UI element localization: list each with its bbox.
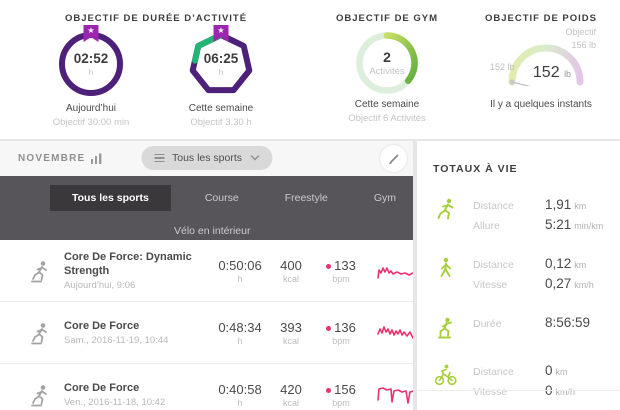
activity-calories: 400 (280, 257, 302, 273)
total-entry-run: Distance 1,91 km Allure 5:21 min/km (433, 197, 620, 232)
activity-duration: 0:50:06 (218, 257, 262, 273)
gym-goal-widget: OBJECTIF DE GYM 2 Activités Cette semain… (312, 0, 462, 139)
weekly-duration-value: 06:25 (203, 51, 239, 66)
weight-value: 152 (532, 64, 560, 81)
runner-icon (31, 384, 47, 406)
lifetime-totals-title: TOTAUX À VIE (433, 163, 518, 175)
tab-gym[interactable]: Gym (373, 192, 397, 204)
goal-star-badge-icon: ★ (213, 25, 229, 42)
activity-panel-header: NOVEMBRE Tous les sports (0, 141, 413, 176)
bike-icon (434, 364, 457, 386)
weight-goal-target: Objectif 156 lb (565, 26, 596, 52)
activity-title: Core De Force: Dynamic Strength (64, 250, 192, 277)
activity-date: Ven., 2016-11-18, 10:42 (64, 397, 166, 409)
edit-button[interactable] (380, 145, 407, 172)
weekly-duration-ring[interactable]: ★ 06:25 h Cette semaine Objectif 3.30 h (165, 25, 277, 128)
total-entry-walk: Distance 0,12 km Vitesse 0,27 km/h (433, 256, 620, 291)
tab-freestyle[interactable]: Freestyle (284, 192, 328, 204)
total-entry-gym: Durée 8:56:59 (433, 315, 620, 339)
gauge-needle (511, 81, 531, 86)
heart-rate-sparkline (377, 386, 413, 404)
runner-icon (31, 260, 47, 282)
activity-heart-rate: 133 (334, 257, 356, 273)
chevron-down-icon (250, 155, 259, 161)
weight-goal-target-label: Objectif (565, 27, 596, 37)
weekly-period-label: Cette semaine (188, 103, 254, 114)
activity-heart-rate: 136 (334, 319, 356, 335)
weekly-duration-unit: h (218, 67, 224, 77)
gym-goal-label: Objectif 6 Activités (348, 113, 426, 124)
weekly-goal-label: Objectif 3.30 h (190, 117, 252, 128)
daily-duration-unit: h (88, 67, 94, 77)
pencil-icon (388, 154, 398, 164)
heart-rate-dot-icon (326, 325, 332, 331)
menu-icon (153, 153, 164, 163)
heart-rate-sparkline (377, 325, 413, 339)
activity-date: Aujourd’hui, 9:06 (64, 280, 136, 292)
weight-unit: lb (564, 69, 572, 79)
tab-tous-les-sports[interactable]: Tous les sports (50, 185, 171, 211)
heart-rate-dot-icon (326, 387, 332, 393)
activity-row[interactable]: Core De Force Sam., 2016-11-19, 10:44 0:… (0, 302, 413, 364)
gym-icon (438, 317, 452, 339)
walk-distance-value: 0,12 (545, 256, 572, 271)
daily-period-label: Aujourd’hui (65, 103, 117, 114)
daily-goal-label: Objectif 30:00 min (52, 117, 130, 128)
activity-duration: 0:48:34 (218, 319, 262, 335)
sport-filter-dropdown[interactable]: Tous les sports (140, 146, 273, 170)
activity-panel: NOVEMBRE Tous les sports Tous les sports… (0, 141, 413, 410)
gym-ring-chart (356, 32, 418, 94)
gym-duration-value: 8:56:59 (545, 315, 591, 330)
activity-title: Core De Force (64, 381, 140, 394)
weight-goal-title: OBJECTIF DE POIDS (484, 13, 597, 24)
activity-calories: 420 (280, 381, 302, 397)
tab-velo-en-interieur[interactable]: Vélo en intérieur (174, 225, 251, 237)
activity-heart-rate: 156 (334, 381, 356, 397)
heart-rate-dot-icon (326, 263, 332, 269)
goal-star-badge-icon: ★ (83, 25, 99, 42)
weight-goal-target-value: 156 lb (571, 40, 596, 50)
gym-goal-title: OBJECTIF DE GYM (335, 13, 439, 24)
activity-duration: 0:40:58 (218, 381, 262, 397)
goals-section: OBJECTIF DE DURÉE D’ACTIVITÉ ★ 02:52 h A… (0, 0, 620, 139)
activity-row[interactable]: Core De Force Ven., 2016-11-18, 10:42 0:… (0, 364, 413, 410)
divider (417, 390, 620, 391)
activity-calories: 393 (280, 319, 302, 335)
run-distance-value: 1,91 (545, 197, 572, 212)
gym-activity-unit: Activités (369, 66, 405, 77)
weight-current-value: 152 lb (492, 64, 612, 82)
runner-icon (31, 322, 47, 344)
gym-progress-ring[interactable]: 2 Activités (354, 30, 420, 96)
activity-duration-goal-widget: OBJECTIF DE DURÉE D’ACTIVITÉ ★ 02:52 h A… (0, 0, 312, 139)
total-entry-bike: Distance 0 km Vitesse 0 km/h (433, 363, 620, 398)
walk-speed-value: 0,27 (545, 276, 572, 291)
activity-date: Sam., 2016-11-19, 10:44 (64, 335, 169, 347)
tab-course[interactable]: Course (204, 192, 239, 204)
gym-period-label: Cette semaine (354, 99, 420, 110)
activity-duration-goal-title: OBJECTIF DE DURÉE D’ACTIVITÉ (64, 13, 248, 24)
weight-updated-label: Il y a quelques instants (490, 99, 592, 110)
bike-distance-value: 0 (545, 363, 553, 378)
daily-duration-ring[interactable]: ★ 02:52 h Aujourd’hui Objectif 30:00 min (35, 25, 147, 128)
activity-title: Core De Force (64, 319, 140, 332)
lifetime-totals-panel: TOTAUX À VIE Distance 1,91 km Allure 5:2… (417, 141, 620, 410)
weight-gauge-chart[interactable] (498, 28, 594, 86)
month-label: NOVEMBRE (18, 153, 86, 164)
sport-filter-label: Tous les sports (171, 152, 243, 164)
walk-icon (440, 257, 451, 277)
weight-marker-label: 152 lb (490, 62, 515, 72)
bar-chart-icon (91, 153, 102, 164)
weekly-ring-chart (189, 32, 253, 94)
run-pace-value: 5:21 (545, 217, 572, 232)
weight-goal-widget: OBJECTIF DE POIDS Objectif 156 lb 152 lb… (462, 0, 620, 139)
month-selector[interactable]: NOVEMBRE (18, 153, 103, 164)
daily-duration-value: 02:52 (73, 51, 109, 66)
activity-row[interactable]: Core De Force: Dynamic Strength Aujourd’… (0, 240, 413, 302)
sport-tab-bar: Tous les sports Course Freestyle Gym Vél… (0, 176, 413, 240)
run-icon (437, 198, 454, 220)
gym-activity-count: 2 (383, 49, 391, 65)
gauge-marker-dot (509, 79, 515, 85)
heart-rate-sparkline (377, 266, 413, 279)
